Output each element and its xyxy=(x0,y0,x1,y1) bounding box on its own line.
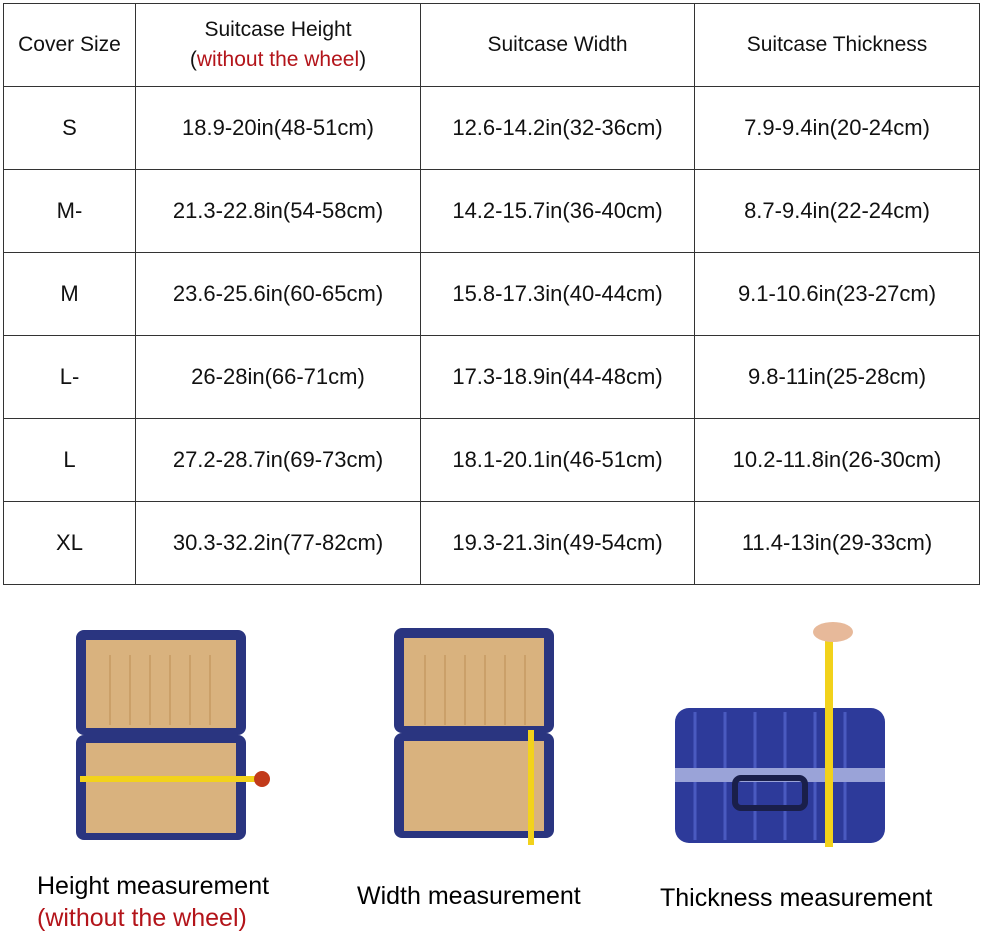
height-cell: 26-28in(66-71cm) xyxy=(135,335,421,419)
table-row: L 27.2-28.7in(69-73cm) 18.1-20.1in(46-51cm… xyxy=(3,418,980,502)
height-cell: 30.3-32.2in(77-82cm) xyxy=(135,501,421,585)
height-cell: 23.6-25.6in(60-65cm) xyxy=(135,252,421,336)
table-row: M 23.6-25.6in(60-65cm) 15.8-17.3in(40-44cm… xyxy=(3,252,980,336)
thickness-measurement-caption: Thickness measurement xyxy=(660,884,933,912)
thickness-cell: 8.7-9.4in(22-24cm) xyxy=(694,169,980,253)
height-cell: 18.9-20in(48-51cm) xyxy=(135,86,421,170)
thickness-cell: 9.8-11in(25-28cm) xyxy=(694,335,980,419)
table-row: L- 26-28in(66-71cm) 17.3-18.9in(44-48cm) 9.… xyxy=(3,335,980,419)
size-cell: S xyxy=(3,86,136,170)
table-row: XL 30.3-32.2in(77-82cm) 19.3-21.3in(49-54c… xyxy=(3,501,980,585)
header-height-note: without the wheel xyxy=(196,48,360,71)
thickness-cell: 11.4-13in(29-33cm) xyxy=(694,501,980,585)
height-caption-title: Height measurement xyxy=(37,872,270,900)
table-header-row: Cover Size Suitcase Height (without the w… xyxy=(3,3,980,87)
width-measurement-photo xyxy=(394,628,554,845)
width-cell: 14.2-15.7in(36-40cm) xyxy=(420,169,695,253)
height-measurement-caption: Height measurement (without the wheel) xyxy=(37,870,269,934)
width-cell: 12.6-14.2in(32-36cm) xyxy=(420,86,695,170)
header-suitcase-width: Suitcase Width xyxy=(420,3,695,87)
width-cell: 18.1-20.1in(46-51cm) xyxy=(420,418,695,502)
width-cell: 17.3-18.9in(44-48cm) xyxy=(420,335,695,419)
width-measurement-caption: Width measurement xyxy=(357,882,581,910)
size-cell: M- xyxy=(3,169,136,253)
width-cell: 15.8-17.3in(40-44cm) xyxy=(420,252,695,336)
thickness-measurement-photo xyxy=(675,622,885,847)
size-cell: M xyxy=(3,252,136,336)
thickness-cell: 10.2-11.8in(26-30cm) xyxy=(694,418,980,502)
header-suitcase-thickness: Suitcase Thickness xyxy=(694,3,980,87)
size-cell: XL xyxy=(3,501,136,585)
thickness-cell: 9.1-10.6in(23-27cm) xyxy=(694,252,980,336)
height-measurement-photo xyxy=(76,630,270,840)
width-cell: 19.3-21.3in(49-54cm) xyxy=(420,501,695,585)
height-caption-note: (without the wheel) xyxy=(37,904,247,932)
thickness-cell: 7.9-9.4in(20-24cm) xyxy=(694,86,980,170)
table-row: M- 21.3-22.8in(54-58cm) 14.2-15.7in(36-40c… xyxy=(3,169,980,253)
header-cover-size: Cover Size xyxy=(3,3,136,87)
height-cell: 27.2-28.7in(69-73cm) xyxy=(135,418,421,502)
size-chart-table: Cover Size Suitcase Height (without the w… xyxy=(3,3,980,585)
header-suitcase-height: Suitcase Height (without the wheel) xyxy=(135,3,421,87)
size-cell: L xyxy=(3,418,136,502)
height-cell: 21.3-22.8in(54-58cm) xyxy=(135,169,421,253)
table-row: S 18.9-20in(48-51cm) 12.6-14.2in(32-36cm) 7… xyxy=(3,86,980,170)
size-cell: L- xyxy=(3,335,136,419)
